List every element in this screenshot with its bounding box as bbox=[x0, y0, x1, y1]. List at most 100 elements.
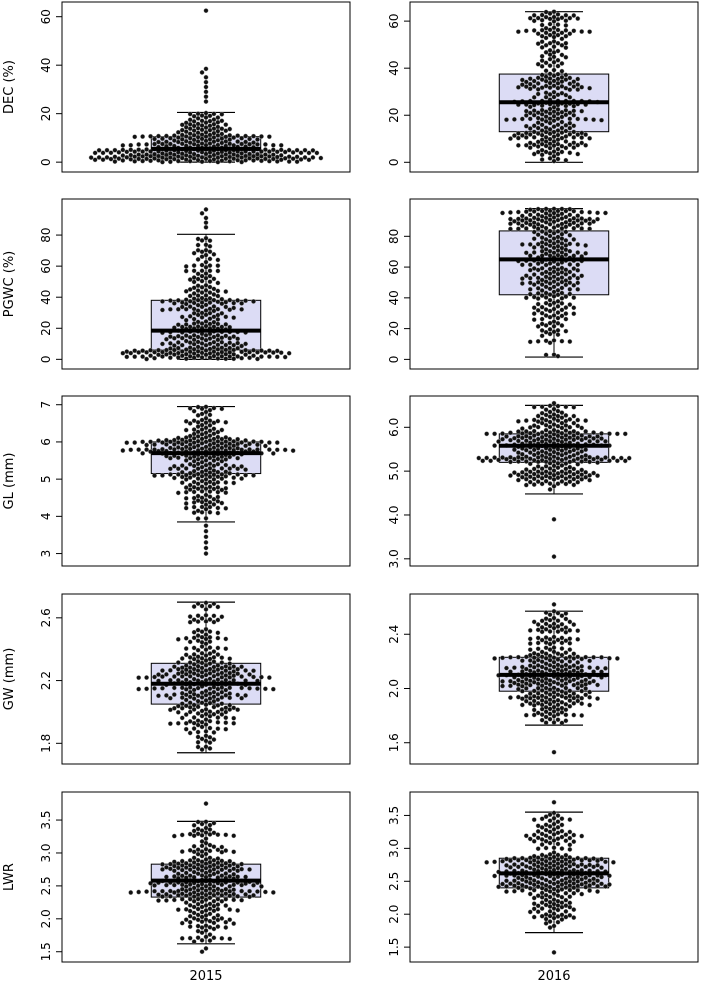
data-point bbox=[539, 229, 545, 234]
data-point bbox=[199, 914, 205, 920]
data-point bbox=[543, 78, 549, 84]
data-point bbox=[160, 472, 165, 478]
data-point bbox=[551, 699, 557, 705]
data-point bbox=[207, 504, 213, 510]
data-point bbox=[171, 133, 177, 139]
data-point bbox=[571, 420, 577, 426]
data-point bbox=[211, 711, 217, 717]
data-point bbox=[235, 893, 241, 899]
data-point bbox=[199, 863, 205, 869]
data-point bbox=[152, 686, 157, 691]
data-point bbox=[223, 646, 229, 652]
data-point bbox=[171, 685, 177, 691]
y-tick-label: 2.5 bbox=[387, 872, 401, 891]
data-point bbox=[207, 639, 213, 645]
data-point bbox=[219, 310, 225, 316]
data-point bbox=[523, 429, 529, 434]
data-point bbox=[583, 453, 589, 458]
data-point bbox=[571, 282, 577, 288]
data-point bbox=[203, 404, 209, 410]
data-point bbox=[579, 472, 585, 478]
data-point bbox=[567, 131, 573, 137]
data-point bbox=[500, 678, 505, 684]
data-point bbox=[508, 216, 513, 222]
data-point bbox=[203, 287, 209, 293]
data-point bbox=[539, 678, 545, 684]
data-point bbox=[571, 861, 577, 867]
data-point bbox=[175, 907, 181, 913]
y-tick-label: 2.6 bbox=[39, 608, 53, 627]
data-point bbox=[547, 641, 553, 647]
data-point bbox=[219, 140, 225, 146]
data-point bbox=[575, 116, 581, 122]
data-point bbox=[539, 410, 545, 416]
data-point bbox=[262, 156, 268, 162]
y-tick-label: 20 bbox=[387, 108, 401, 123]
data-point bbox=[243, 298, 249, 304]
data-point bbox=[551, 412, 557, 417]
data-point bbox=[219, 118, 225, 124]
data-point bbox=[199, 629, 205, 635]
data-point bbox=[539, 33, 545, 39]
data-point bbox=[191, 458, 197, 464]
data-point bbox=[539, 637, 545, 643]
data-point bbox=[567, 912, 573, 918]
data-point bbox=[187, 700, 193, 706]
data-point bbox=[535, 216, 541, 222]
data-point bbox=[539, 277, 545, 283]
data-point bbox=[156, 347, 161, 353]
data-point bbox=[515, 130, 521, 136]
data-point bbox=[120, 448, 126, 453]
data-point bbox=[531, 220, 537, 226]
data-point bbox=[128, 147, 134, 153]
data-point bbox=[195, 711, 201, 716]
data-point bbox=[547, 456, 553, 462]
data-point bbox=[211, 426, 217, 432]
data-point bbox=[140, 354, 146, 359]
data-point bbox=[559, 894, 565, 900]
data-point bbox=[571, 129, 577, 135]
data-point bbox=[599, 874, 604, 880]
data-point bbox=[231, 715, 237, 721]
data-point bbox=[191, 860, 197, 865]
data-point bbox=[559, 912, 565, 918]
data-point bbox=[523, 666, 529, 672]
data-point bbox=[523, 135, 529, 140]
data-point bbox=[191, 822, 197, 828]
data-point bbox=[175, 703, 181, 709]
data-point bbox=[575, 451, 581, 456]
data-point bbox=[207, 300, 213, 306]
data-point bbox=[583, 692, 589, 698]
data-point bbox=[195, 923, 201, 929]
data-point bbox=[567, 248, 573, 254]
data-point bbox=[239, 349, 245, 355]
data-point bbox=[223, 832, 229, 838]
data-point bbox=[543, 90, 549, 96]
data-point bbox=[163, 351, 169, 357]
data-point bbox=[179, 701, 185, 707]
data-point bbox=[567, 636, 573, 642]
data-point bbox=[555, 320, 561, 326]
data-point bbox=[575, 250, 581, 255]
data-point bbox=[547, 692, 553, 697]
data-point bbox=[144, 349, 150, 355]
data-point bbox=[519, 679, 525, 685]
data-point bbox=[547, 320, 553, 326]
data-point bbox=[247, 441, 252, 447]
data-point bbox=[223, 289, 229, 294]
data-point bbox=[191, 427, 197, 432]
data-point bbox=[183, 477, 189, 482]
data-point bbox=[211, 440, 217, 446]
data-point bbox=[163, 133, 169, 139]
data-point bbox=[211, 111, 217, 117]
data-point bbox=[535, 450, 541, 456]
data-point bbox=[191, 939, 197, 945]
plot-frame bbox=[61, 1, 351, 173]
data-point bbox=[547, 430, 553, 435]
data-point bbox=[207, 465, 213, 471]
data-point bbox=[508, 881, 513, 887]
data-point bbox=[195, 293, 201, 298]
data-point bbox=[539, 434, 545, 440]
data-point bbox=[203, 252, 209, 258]
data-point bbox=[215, 268, 221, 274]
